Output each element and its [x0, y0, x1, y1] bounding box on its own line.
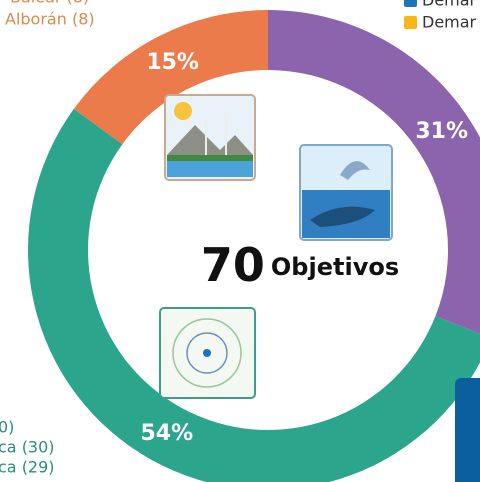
legend-label: Demar — [422, 0, 477, 10]
legend-label: Demar — [422, 13, 477, 32]
side-label: Alborán (8) — [5, 10, 95, 29]
legend-swatch — [404, 0, 417, 7]
panel-edge — [455, 378, 480, 482]
center-word: Objetivos — [271, 253, 399, 281]
chart: 70Objetivos 31% 54% 15% Balear (8) Alborán (… — [0, 0, 480, 482]
side-label: ca (29) — [0, 458, 55, 477]
icon-marine — [300, 145, 392, 240]
value-label: 31% — [415, 119, 468, 144]
value-label: 15% — [146, 50, 199, 75]
page: {"chart_data": {"type": "donut", "catego… — [0, 0, 480, 482]
icon-landscape — [165, 95, 255, 180]
center-number: 70 — [201, 238, 265, 292]
legend-swatch — [404, 16, 417, 29]
icon-network — [160, 308, 255, 398]
side-label: ca (30) — [0, 438, 55, 457]
side-label: Balear (8) — [10, 0, 89, 7]
side-label: 0) — [0, 418, 14, 437]
value-label: 54% — [140, 421, 193, 446]
